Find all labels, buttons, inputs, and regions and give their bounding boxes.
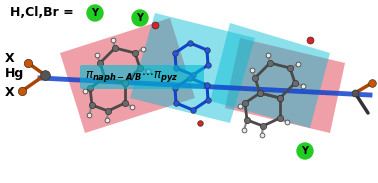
- Text: H,Cl,Br =: H,Cl,Br =: [10, 7, 78, 20]
- Circle shape: [132, 10, 148, 26]
- Polygon shape: [225, 38, 345, 133]
- Polygon shape: [130, 13, 255, 123]
- Text: X: X: [5, 51, 15, 64]
- Polygon shape: [210, 23, 330, 128]
- Text: X: X: [5, 87, 15, 100]
- FancyBboxPatch shape: [80, 65, 204, 89]
- Circle shape: [87, 5, 103, 21]
- Text: Hg: Hg: [5, 66, 24, 79]
- Text: Y: Y: [302, 146, 308, 156]
- Circle shape: [297, 143, 313, 159]
- Text: Y: Y: [91, 8, 99, 18]
- Text: $\pi_{\mathregular{naph-A/B}}$$\cdots\pi_{\mathregular{pyz}}$: $\pi_{\mathregular{naph-A/B}}$$\cdots\pi…: [85, 70, 178, 85]
- Polygon shape: [60, 18, 195, 133]
- Text: Y: Y: [136, 13, 144, 23]
